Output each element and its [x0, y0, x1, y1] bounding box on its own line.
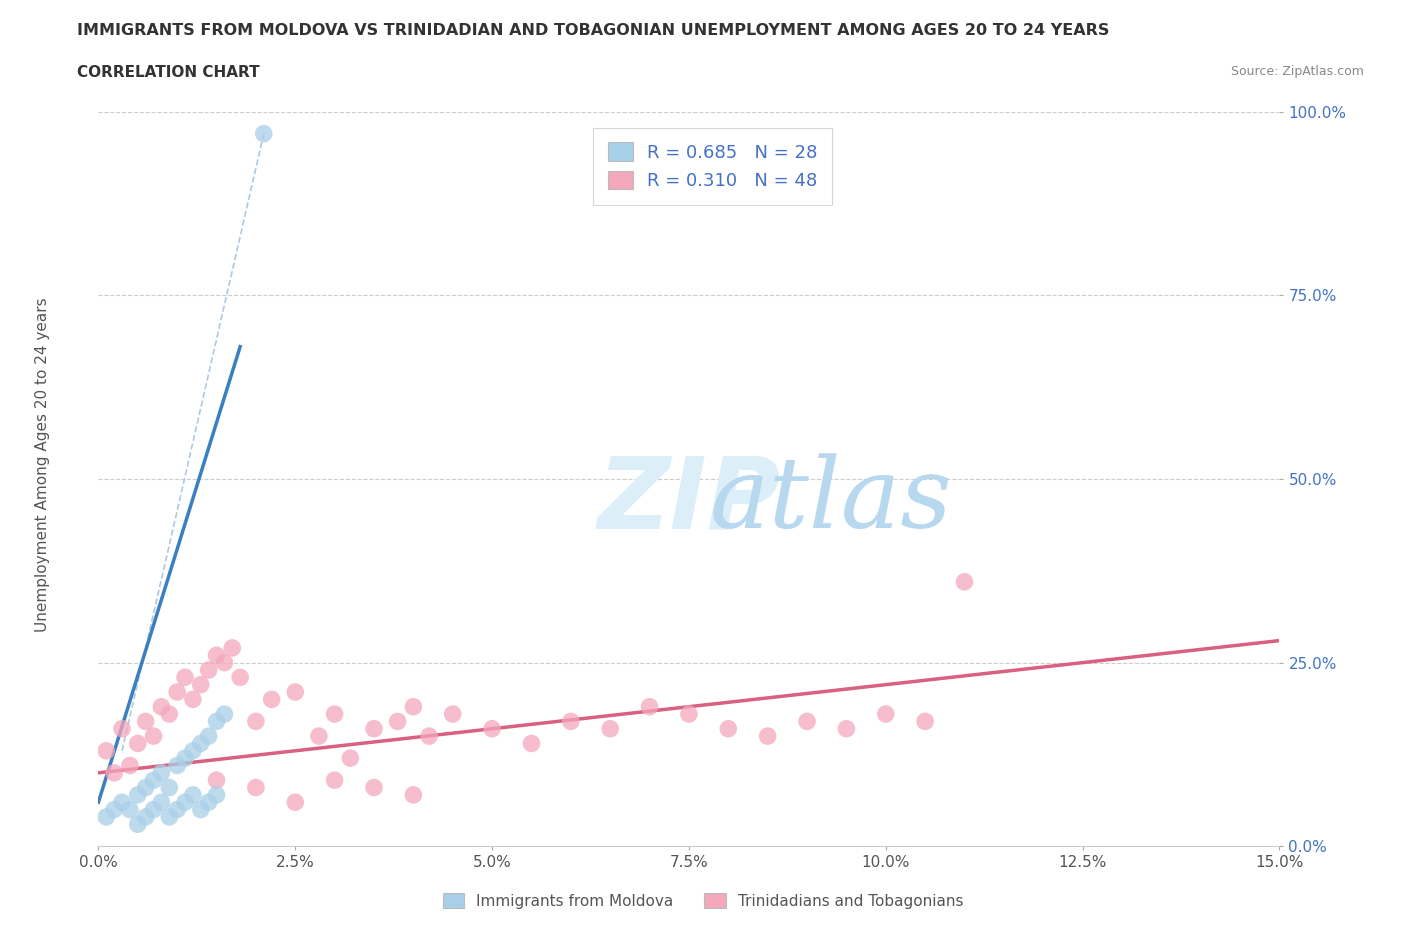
Point: [197, 662, 219, 677]
Point: [197, 795, 219, 810]
Point: [174, 670, 197, 684]
Point: [418, 729, 440, 744]
Point: [135, 780, 157, 795]
Point: [111, 722, 134, 737]
Point: [245, 714, 267, 729]
Point: [127, 817, 149, 831]
Point: [142, 802, 165, 817]
Text: atlas: atlas: [709, 453, 952, 549]
Point: [678, 707, 700, 722]
Point: [323, 707, 346, 722]
Point: [197, 729, 219, 744]
Point: [214, 707, 236, 722]
Point: [520, 736, 543, 751]
Point: [599, 722, 621, 737]
Text: Source: ZipAtlas.com: Source: ZipAtlas.com: [1230, 65, 1364, 78]
Point: [481, 722, 503, 737]
Point: [150, 765, 173, 780]
Point: [103, 765, 125, 780]
Point: [190, 736, 212, 751]
Point: [142, 729, 165, 744]
Point: [284, 684, 307, 699]
Point: [157, 780, 180, 795]
Point: [118, 802, 141, 817]
Point: [181, 692, 204, 707]
Point: [150, 795, 173, 810]
Text: Unemployment Among Ages 20 to 24 years: Unemployment Among Ages 20 to 24 years: [35, 298, 49, 632]
Point: [441, 707, 464, 722]
Point: [111, 795, 134, 810]
Point: [127, 736, 149, 751]
Point: [96, 743, 118, 758]
Text: IMMIGRANTS FROM MOLDOVA VS TRINIDADIAN AND TOBAGONIAN UNEMPLOYMENT AMONG AGES 20: IMMIGRANTS FROM MOLDOVA VS TRINIDADIAN A…: [77, 23, 1109, 38]
Point: [253, 126, 276, 141]
Point: [638, 699, 661, 714]
Point: [308, 729, 330, 744]
Point: [205, 714, 228, 729]
Point: [560, 714, 582, 729]
Point: [796, 714, 818, 729]
Legend: Immigrants from Moldova, Trinidadians and Tobagonians: Immigrants from Moldova, Trinidadians an…: [437, 886, 969, 915]
Point: [118, 758, 141, 773]
Point: [835, 722, 858, 737]
Point: [157, 707, 180, 722]
Point: [166, 802, 188, 817]
Text: CORRELATION CHART: CORRELATION CHART: [77, 65, 260, 80]
Point: [402, 788, 425, 803]
Point: [205, 788, 228, 803]
Point: [229, 670, 252, 684]
Point: [190, 677, 212, 692]
Point: [260, 692, 283, 707]
Point: [190, 802, 212, 817]
Point: [914, 714, 936, 729]
Point: [363, 780, 385, 795]
Point: [142, 773, 165, 788]
Point: [205, 773, 228, 788]
Point: [284, 795, 307, 810]
Point: [756, 729, 779, 744]
Point: [150, 699, 173, 714]
Point: [96, 809, 118, 824]
Point: [157, 809, 180, 824]
Point: [181, 788, 204, 803]
Point: [166, 684, 188, 699]
Point: [245, 780, 267, 795]
Point: [875, 707, 897, 722]
Point: [174, 795, 197, 810]
Point: [339, 751, 361, 765]
Point: [387, 714, 409, 729]
Point: [402, 699, 425, 714]
Point: [363, 722, 385, 737]
Legend: R = 0.685   N = 28, R = 0.310   N = 48: R = 0.685 N = 28, R = 0.310 N = 48: [593, 128, 832, 205]
Point: [221, 641, 243, 656]
Point: [205, 648, 228, 663]
Point: [135, 714, 157, 729]
Point: [174, 751, 197, 765]
Point: [717, 722, 740, 737]
Point: [323, 773, 346, 788]
Point: [214, 656, 236, 671]
Point: [127, 788, 149, 803]
Point: [135, 809, 157, 824]
Point: [953, 575, 976, 590]
Text: ZIP: ZIP: [598, 453, 780, 550]
Point: [181, 743, 204, 758]
Point: [166, 758, 188, 773]
Point: [103, 802, 125, 817]
